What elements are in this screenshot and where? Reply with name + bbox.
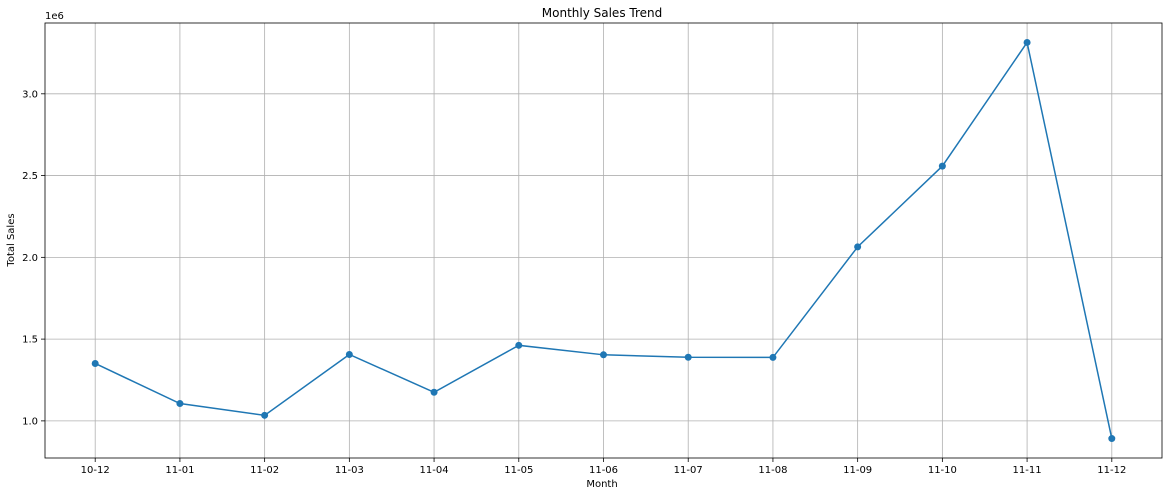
x-tick-label: 11-02 [250,465,279,476]
y-tick-label: 2.5 [22,171,38,182]
x-tick-label: 10-12 [81,465,110,476]
x-tick-label: 11-11 [1013,465,1042,476]
x-tick-label: 11-06 [589,465,618,476]
tick-labels: 10-12 11-01 11-02 11-03 11-04 11-05 11-06 11-07… [22,89,1126,476]
x-axis-label: Month [586,479,617,490]
x-tick-label: 11-10 [928,465,957,476]
data-point [1108,435,1116,443]
x-tick-label: 11-12 [1097,465,1126,476]
chart-title: Monthly Sales Trend [542,6,662,20]
gridlines [45,23,1162,458]
x-tick-label: 11-01 [165,465,194,476]
plot-frame [44,22,1163,459]
y-tick-label: 3.0 [22,89,38,100]
x-tick-label: 11-07 [674,465,703,476]
y-tick-label: 1.5 [22,335,38,346]
y-axis-label: Total Sales [6,213,17,267]
data-point [261,411,269,419]
data-point [600,351,607,359]
data-point [684,353,692,361]
data-point [854,243,862,251]
axis-ticks [41,93,1113,462]
y-tick-label: 1.0 [22,416,38,427]
data-point [769,353,777,361]
data-point [176,400,184,408]
data-point [515,341,523,349]
x-tick-label: 11-08 [758,465,787,476]
data-point [91,359,99,367]
x-tick-label: 11-04 [420,465,449,476]
y-tick-label: 2.0 [22,253,38,264]
data-point [430,388,438,396]
x-tick-label: 11-05 [504,465,533,476]
data-point [938,162,946,170]
x-tick-label: 11-09 [843,465,872,476]
data-point [345,350,353,358]
data-point [1023,38,1031,46]
y-offset-label: 1e6 [45,11,64,22]
series-layer [91,38,1116,443]
x-tick-label: 11-03 [335,465,364,476]
